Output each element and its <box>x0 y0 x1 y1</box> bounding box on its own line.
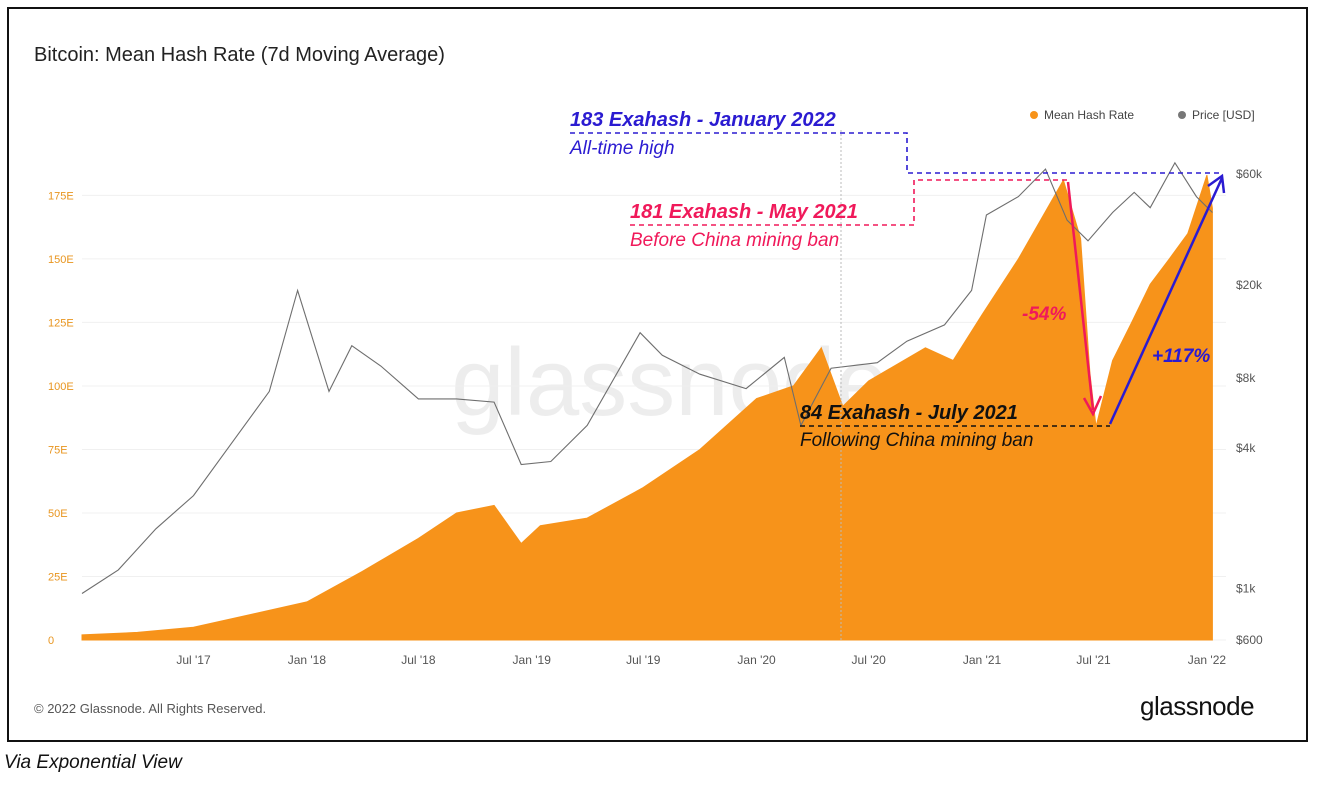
legend-item-hash-rate[interactable]: Mean Hash Rate <box>1030 108 1134 122</box>
legend-dot-price <box>1178 111 1186 119</box>
legend-label-hash-rate: Mean Hash Rate <box>1044 108 1135 122</box>
copyright-text: © 2022 Glassnode. All Rights Reserved. <box>34 701 267 716</box>
legend-item-price[interactable]: Price [USD] <box>1178 108 1255 122</box>
legend-label-price: Price [USD] <box>1192 108 1255 122</box>
chart-title: Bitcoin: Mean Hash Rate (7d Moving Avera… <box>34 44 445 66</box>
glassnode-logo: glassnode <box>1140 691 1255 721</box>
source-caption: Via Exponential View <box>4 752 182 773</box>
legend-dot-hash-rate <box>1030 111 1038 119</box>
